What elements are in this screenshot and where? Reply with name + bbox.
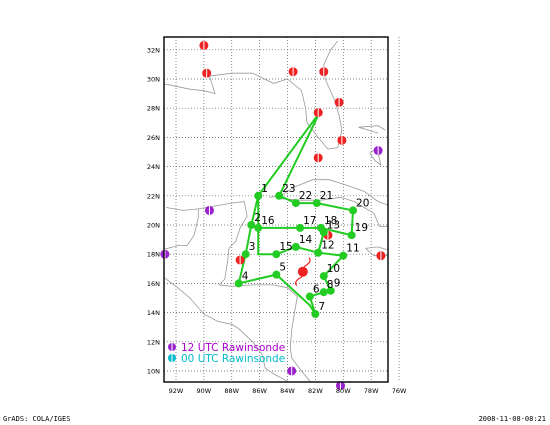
waypoint-label: 17: [303, 215, 316, 227]
y-tick-label: 28N: [147, 105, 160, 113]
waypoint-label: 16: [261, 215, 275, 227]
coastline: [358, 125, 386, 134]
x-tick-label: 90W: [197, 387, 212, 395]
flight-track-segment: [237, 112, 355, 315]
waypoint-label: 12: [321, 240, 334, 252]
y-tick-label: 22N: [147, 192, 160, 200]
waypoint-marker: [291, 199, 300, 208]
legend-text: 12 UTC Rawinsonde: [181, 342, 285, 354]
waypoint-marker: [339, 251, 348, 260]
waypoint-label: 5: [279, 262, 286, 274]
waypoints: [234, 191, 358, 319]
x-tick-label: 92W: [169, 387, 184, 395]
y-tick-label: 18N: [147, 251, 160, 259]
coastlines: [164, 40, 405, 382]
waypoint-marker: [291, 242, 300, 251]
waypoint-label: 19: [355, 222, 368, 234]
waypoint-label: 14: [299, 234, 313, 246]
waypoint-marker: [254, 223, 263, 232]
coastline: [280, 196, 388, 227]
waypoint-marker: [319, 272, 328, 281]
y-tick-label: 12N: [147, 338, 160, 346]
y-tick-label: 10N: [147, 368, 160, 376]
x-tick-label: 88W: [224, 387, 239, 395]
coastline: [164, 276, 289, 382]
waypoint-label: 23: [282, 183, 295, 195]
footer-left: GrADS: COLA/IGES: [3, 415, 71, 423]
legend-text: 00 UTC Rawinsonde: [181, 353, 285, 365]
coastline: [399, 167, 405, 173]
waypoint-label: 21: [320, 190, 333, 202]
waypoint-marker: [311, 310, 320, 319]
coastline: [164, 208, 199, 250]
y-tick-label: 16N: [147, 280, 160, 288]
waypoint-label: 9: [334, 278, 341, 290]
coastline: [269, 179, 388, 206]
waypoint-marker: [272, 270, 281, 279]
waypoint-label: 10: [327, 263, 340, 275]
waypoint-label: 20: [356, 197, 369, 209]
waypoint-marker: [254, 191, 263, 200]
y-tick-label: 14N: [147, 309, 160, 317]
waypoint-marker: [234, 279, 243, 288]
waypoint-marker: [326, 286, 335, 295]
coastline: [164, 40, 343, 150]
storm-symbol: [295, 257, 311, 287]
x-tick-label: 86W: [252, 387, 267, 395]
waypoint-marker: [247, 221, 256, 229]
waypoint-label: 11: [346, 243, 359, 255]
storm-center: [297, 266, 308, 277]
waypoint-marker: [305, 292, 314, 301]
waypoint-marker: [349, 206, 358, 215]
x-tick-label: 76W: [392, 387, 407, 395]
waypoint-marker: [275, 191, 284, 200]
x-tick-label: 82W: [308, 387, 323, 395]
waypoint-marker: [241, 250, 250, 259]
waypoint-label: 1: [261, 183, 268, 195]
y-tick-label: 30N: [147, 76, 160, 84]
coastline: [166, 201, 351, 382]
waypoint-label: 2: [254, 212, 261, 224]
y-tick-label: 26N: [147, 134, 160, 142]
waypoint-label: 4: [242, 270, 249, 282]
waypoint-marker: [316, 223, 325, 232]
waypoint-label: 22: [299, 190, 312, 202]
waypoint-marker: [312, 199, 321, 208]
map-frame: [163, 36, 389, 383]
y-tick-label: 20N: [147, 222, 160, 230]
y-tick-label: 24N: [147, 163, 160, 171]
storm-arm: [295, 276, 303, 287]
storm-arm: [303, 257, 311, 268]
waypoint-label: 8: [327, 279, 334, 291]
waypoint-marker: [314, 248, 323, 257]
waypoint-label: 18: [324, 215, 337, 227]
y-axis-labels: 10N 12N 14N 16N 18N 20N 22N 24N 26N 28N 30N 32N: [147, 46, 160, 375]
coastline: [365, 246, 388, 257]
x-tick-label: 80W: [336, 387, 351, 395]
waypoint-marker: [319, 288, 328, 297]
waypoint-label: 6: [313, 284, 320, 296]
waypoint-marker: [347, 231, 356, 240]
waypoint-label: 3: [249, 241, 256, 253]
x-axis-labels: 92W 90W 88W 86W 84W 82W 80W 78W 76W: [169, 387, 407, 395]
x-tick-label: 84W: [280, 387, 295, 395]
waypoint-marker: [296, 223, 305, 232]
waypoint-marker: [272, 250, 281, 259]
x-tick-label: 78W: [364, 387, 379, 395]
y-tick-label: 32N: [147, 46, 160, 54]
grid-lines: [164, 37, 400, 382]
waypoint-label: 13: [327, 219, 340, 231]
stations: [160, 40, 386, 391]
waypoint-label: 7: [318, 301, 325, 313]
footer-right: 2008-11-08-08:21: [478, 415, 546, 423]
waypoint-label: 15: [279, 241, 292, 253]
